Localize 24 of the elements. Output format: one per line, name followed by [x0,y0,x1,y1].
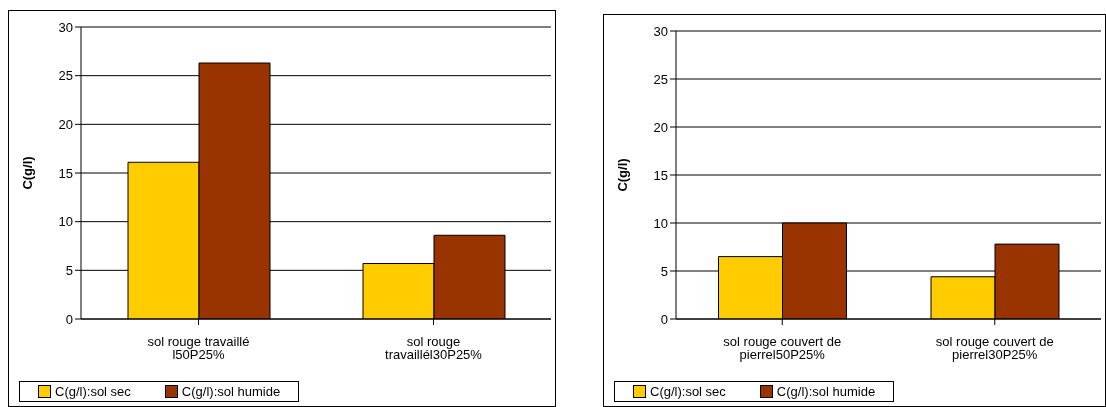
y-tick-label: 30 [653,23,668,39]
y-tick-label: 30 [58,19,73,35]
y-tick-label: 15 [653,167,668,183]
y-axis-title: C(g/l) [614,158,630,192]
y-tick-label: 5 [660,263,668,279]
x-tick-label: sol rouge couvert de pierrel30P25% [935,334,1054,363]
y-tick-label: 10 [58,214,73,230]
y-tick-label: 20 [58,116,73,132]
y-tick-label: 15 [58,165,73,181]
x-tick-label: sol rouge couvert de pierrel50P25% [723,334,842,363]
y-axis-title: C(g/l) [19,156,35,190]
y-tick-label: 20 [653,119,668,135]
y-tick-label: 10 [653,215,668,231]
x-tick-label: sol rouge travaillél30P25% [385,334,483,363]
y-tick-label: 25 [58,68,73,84]
y-tick-label: 5 [65,262,73,278]
legend-label: C(g/l):sol humide [775,384,876,399]
legend-label: C(g/l):sol sec [649,384,726,399]
x-tick-label: sol rouge travaillé l50P25% [147,334,250,363]
y-tick-label: 0 [65,311,73,327]
y-tick-label: 25 [653,71,668,87]
legend-label: C(g/l):sol sec [54,384,131,399]
legend-label: C(g/l):sol humide [180,384,281,399]
y-tick-label: 0 [660,311,668,327]
